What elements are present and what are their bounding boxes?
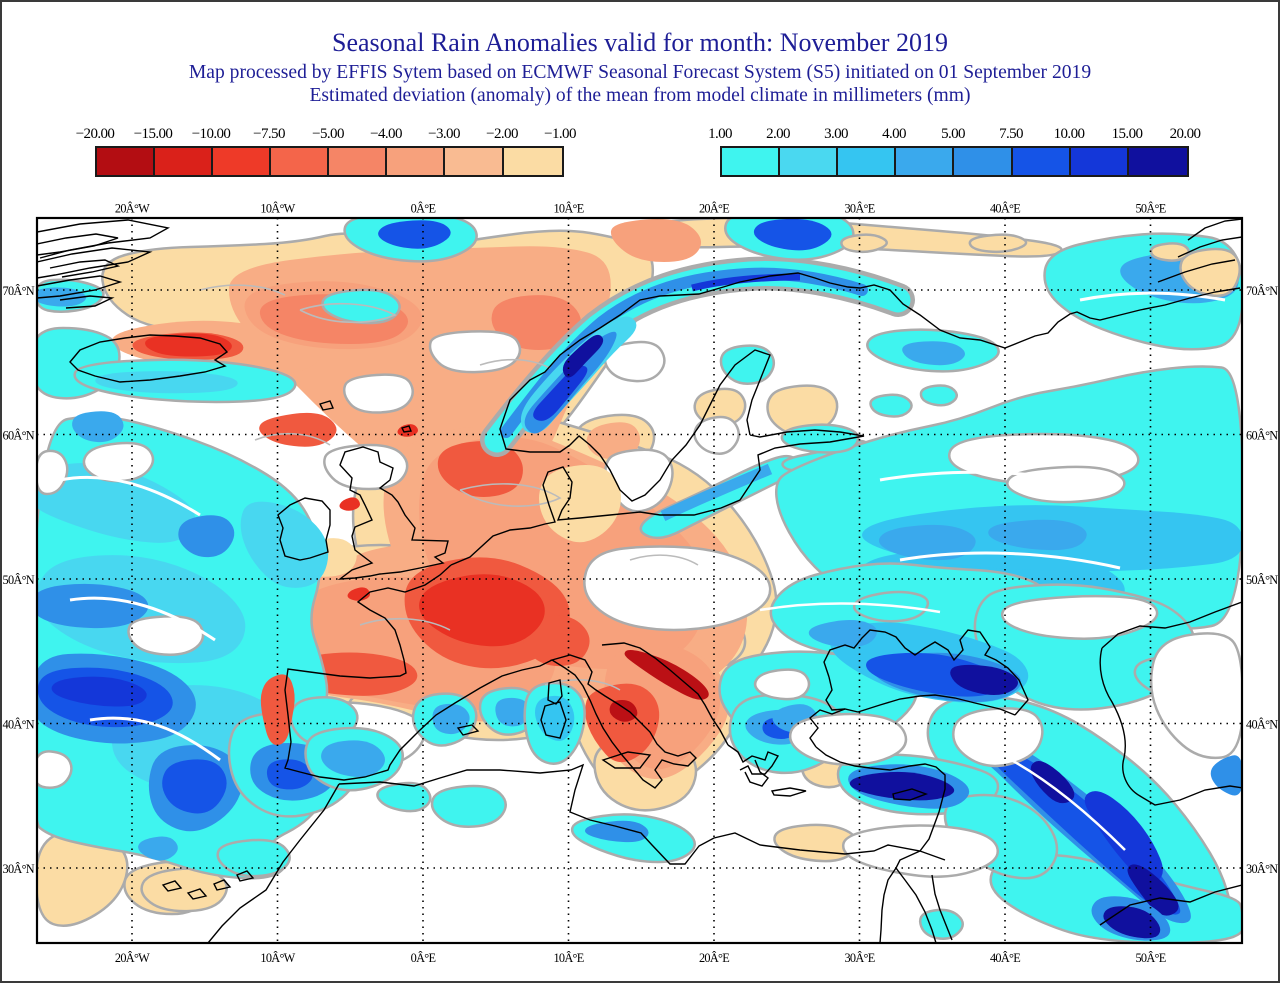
svg-text:20Â°E: 20Â°E (699, 951, 729, 965)
svg-text:30Â°E: 30Â°E (844, 202, 874, 216)
svg-text:10Â°W: 10Â°W (260, 951, 295, 965)
svg-text:50Â°N: 50Â°N (3, 573, 35, 587)
svg-text:10Â°W: 10Â°W (260, 202, 295, 216)
svg-text:30Â°N: 30Â°N (1246, 862, 1278, 876)
svg-text:40Â°N: 40Â°N (3, 718, 35, 732)
svg-text:50Â°E: 50Â°E (1135, 951, 1165, 965)
svg-text:10Â°E: 10Â°E (553, 202, 583, 216)
svg-text:40Â°E: 40Â°E (990, 951, 1020, 965)
svg-text:60Â°N: 60Â°N (1246, 429, 1278, 443)
svg-text:40Â°N: 40Â°N (1246, 718, 1278, 732)
svg-text:30Â°N: 30Â°N (3, 862, 35, 876)
svg-text:70Â°N: 70Â°N (1246, 284, 1278, 298)
svg-text:50Â°E: 50Â°E (1135, 202, 1165, 216)
svg-text:50Â°N: 50Â°N (1246, 573, 1278, 587)
svg-text:30Â°E: 30Â°E (844, 951, 874, 965)
svg-text:70Â°N: 70Â°N (3, 284, 35, 298)
svg-text:20Â°W: 20Â°W (115, 202, 150, 216)
svg-text:60Â°N: 60Â°N (3, 429, 35, 443)
svg-text:20Â°W: 20Â°W (115, 951, 150, 965)
svg-text:0Â°E: 0Â°E (411, 951, 436, 965)
svg-text:10Â°E: 10Â°E (553, 951, 583, 965)
svg-text:20Â°E: 20Â°E (699, 202, 729, 216)
svg-text:40Â°E: 40Â°E (990, 202, 1020, 216)
svg-text:0Â°E: 0Â°E (411, 202, 436, 216)
